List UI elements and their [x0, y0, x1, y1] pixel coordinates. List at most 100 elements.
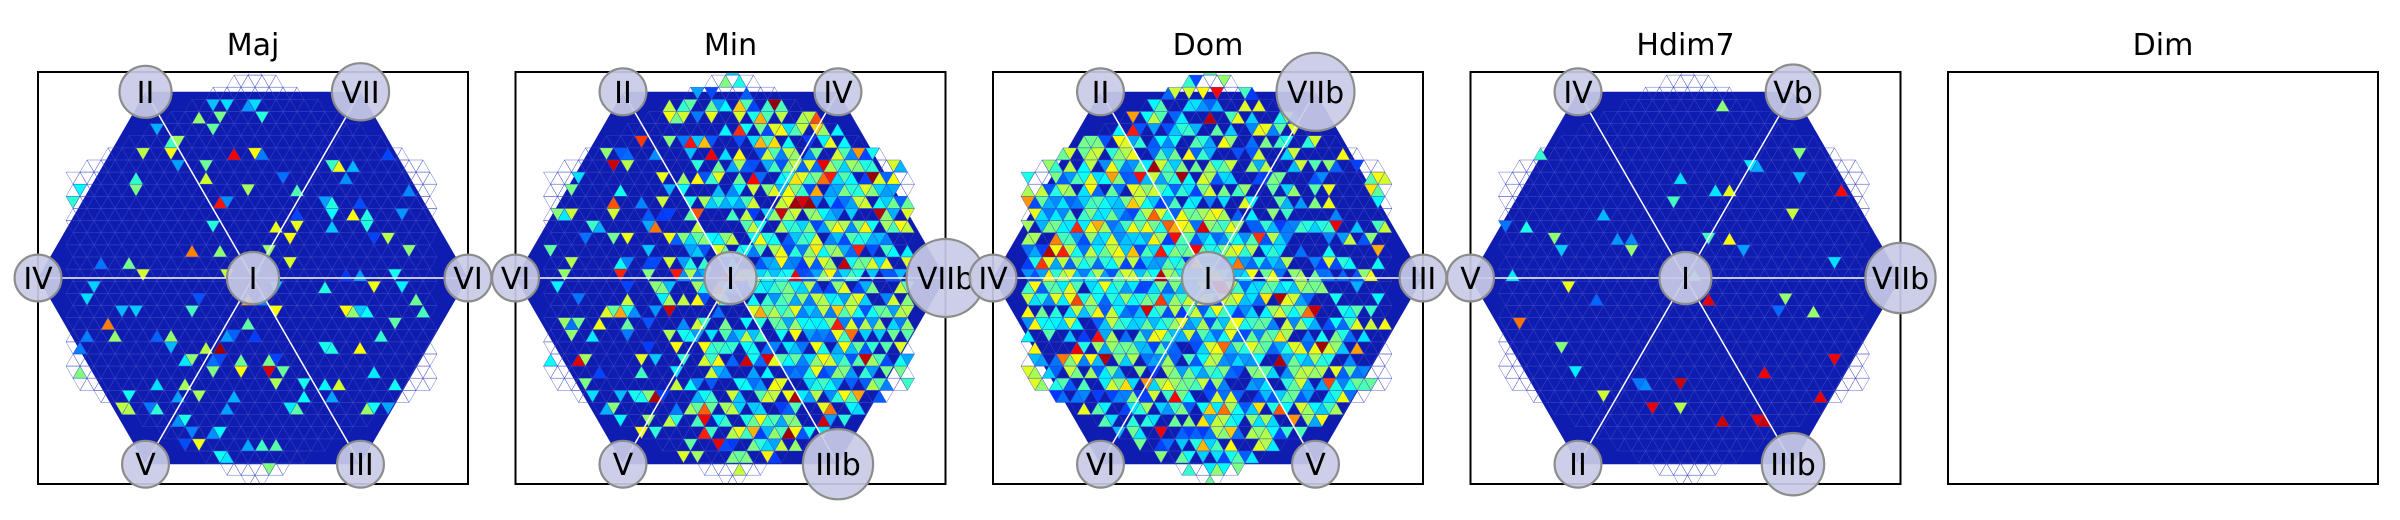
- heat-cell: [226, 74, 242, 88]
- heat-cell: [599, 402, 614, 415]
- heat-cell: [1694, 74, 1709, 88]
- heat-cell: [550, 183, 565, 197]
- heat-cell: [373, 402, 389, 415]
- heat-cell: [142, 414, 158, 427]
- heat-cell: [422, 183, 438, 197]
- heat-cell: [184, 438, 200, 452]
- vertex-label: VI: [453, 262, 482, 297]
- heat-cell: [65, 196, 81, 209]
- center-label: I: [249, 262, 258, 297]
- heat-cell: [704, 74, 719, 88]
- heat-cell: [1328, 402, 1344, 415]
- heat-cell: [1377, 365, 1393, 379]
- vertex-label: IV: [23, 262, 53, 297]
- heat-cell: [851, 402, 866, 415]
- heat-cell: [1498, 183, 1513, 197]
- heat-cell: [72, 378, 88, 391]
- heat-cell: [205, 450, 221, 464]
- heat-cell: [1519, 159, 1534, 173]
- vertex-label: VIIb: [917, 262, 974, 297]
- vertex-node: [1075, 439, 1125, 489]
- heat-cell: [219, 462, 235, 476]
- vertex-label: VI: [1086, 448, 1115, 483]
- heat-cell: [1673, 74, 1688, 88]
- heat-cell: [900, 171, 915, 185]
- heat-cell: [1202, 74, 1218, 88]
- heat-cell: [394, 390, 410, 403]
- heat-cell: [1097, 414, 1113, 427]
- heat-cell: [578, 390, 593, 403]
- heat-cell: [830, 414, 845, 427]
- vertex-label: V: [613, 448, 634, 483]
- heat-cell: [1020, 171, 1036, 185]
- heat-cell: [1498, 171, 1513, 185]
- heat-cell: [704, 462, 719, 476]
- heat-cell: [1244, 450, 1260, 464]
- heat-cell: [557, 159, 572, 173]
- heat-cell: [240, 462, 256, 476]
- heat-cell: [662, 438, 677, 452]
- heat-cell: [1160, 450, 1176, 464]
- heat-cell: [1349, 390, 1365, 403]
- heat-cell: [422, 353, 438, 367]
- heat-cell: [788, 438, 803, 452]
- vertex-node: [1275, 51, 1356, 132]
- heat-cell: [1204, 474, 1216, 484]
- center-node: [703, 250, 758, 306]
- heat-cell: [422, 365, 438, 379]
- heat-cell: [247, 72, 263, 76]
- heat-cell: [1370, 365, 1386, 379]
- heat-cell: [893, 365, 908, 379]
- vertex-label: VII: [341, 76, 379, 111]
- heat-cell: [746, 74, 761, 88]
- heat-cell: [1216, 74, 1232, 88]
- heat-cell: [893, 377, 908, 391]
- heat-cell: [121, 402, 137, 415]
- heat-cell: [732, 475, 747, 484]
- vertex-node: [968, 253, 1018, 303]
- heat-cell: [1363, 159, 1379, 173]
- heat-cell: [711, 462, 726, 476]
- heat-cell: [557, 171, 572, 185]
- vertex-label: IIIb: [815, 448, 861, 483]
- vertex-node: [1290, 439, 1340, 489]
- heat-cell: [240, 475, 256, 484]
- heat-cell: [1666, 74, 1681, 88]
- vertex-label: V: [135, 448, 156, 483]
- heat-cell: [872, 390, 887, 403]
- heat-cell: [727, 474, 738, 484]
- heat-cell: [401, 390, 417, 403]
- heat-cell: [1505, 171, 1520, 185]
- center-label: I: [726, 262, 735, 297]
- vertex-node: [118, 64, 173, 119]
- vertex-label: V: [1305, 448, 1326, 483]
- heat-cells: [65, 72, 438, 484]
- heat-cell: [620, 414, 635, 427]
- vertex-node: [598, 67, 648, 117]
- heat-cell: [240, 74, 256, 88]
- heat-cell: [1701, 74, 1716, 88]
- heat-cell: [697, 462, 712, 476]
- heat-cell: [163, 426, 179, 440]
- heat-cell: [1848, 171, 1863, 185]
- heat-cell: [732, 74, 747, 88]
- vertex-label: II: [137, 76, 155, 111]
- heat-cell: [226, 462, 242, 476]
- heat-cell: [415, 159, 431, 173]
- vertex-node: [598, 439, 648, 489]
- vertex-node: [1075, 67, 1125, 117]
- center-node: [1180, 250, 1236, 306]
- heat-cell: [557, 377, 572, 391]
- heat-cell: [352, 414, 368, 427]
- heat-cell: [1020, 183, 1036, 197]
- heat-cell: [261, 74, 277, 88]
- heat-cells: [543, 72, 915, 484]
- panel-title: Hdim7: [1636, 28, 1734, 63]
- heat-cell: [100, 390, 116, 403]
- panel-title: Maj: [227, 28, 280, 63]
